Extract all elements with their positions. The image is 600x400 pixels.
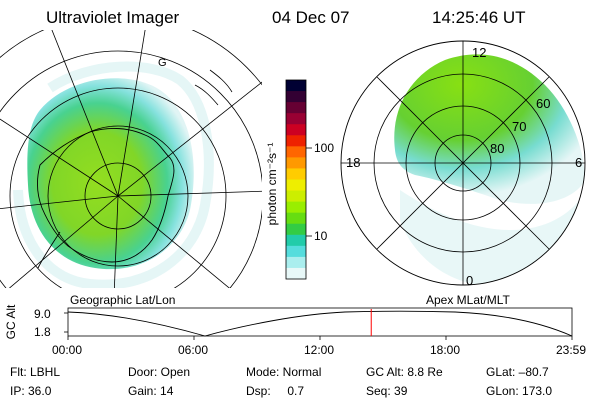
info-gc-alt: GC Alt: 8.8 Re: [366, 365, 443, 379]
mlt-label-0: 0: [466, 273, 474, 288]
altitude-axis-label: GC Alt: [4, 304, 18, 340]
colorbar-segment: [286, 124, 306, 136]
colorbar-unit-label: photon cm⁻²s⁻¹: [265, 142, 279, 226]
colorbar: [285, 79, 312, 280]
colorbar-tick-label-10: 10: [314, 229, 328, 243]
colorbar-segment: [286, 212, 306, 225]
info-door: Door: Open: [128, 365, 191, 379]
instrument-title: Ultraviolet Imager: [46, 8, 180, 27]
colorbar-segment: [286, 168, 306, 180]
colorbar-segment: [286, 267, 306, 280]
aurora-emission-left: [27, 78, 194, 270]
colorbar-segment: [286, 102, 306, 114]
magnetic-image-panel: [340, 40, 586, 286]
colorbar-segment: [286, 190, 306, 203]
info-ip: IP: 36.0: [10, 384, 52, 398]
info-dsp: Dsp: 0.7: [246, 384, 305, 398]
colorbar-gradient: [286, 80, 306, 280]
time-tick-0600: 06:00: [178, 343, 209, 357]
coastline-peninsula: [37, 231, 61, 269]
aurora-halo-left: [13, 61, 214, 288]
altitude-tick-high: 9.0: [34, 307, 51, 321]
colorbar-tick-label-100: 100: [314, 141, 335, 155]
altitude-tick-low: 1.8: [34, 325, 51, 339]
info-mode: Mode: Normal: [246, 365, 322, 379]
colorbar-segment: [286, 113, 306, 125]
info-gain: Gain: 14: [128, 384, 174, 398]
geographic-caption: Geographic Lat/Lon: [70, 293, 176, 307]
mlat-label-70: 70: [512, 119, 527, 134]
map-mark: G: [158, 57, 167, 69]
mlat-label-60: 60: [536, 96, 551, 111]
altitude-plot: [64, 307, 573, 340]
colorbar-segment: [286, 245, 306, 258]
time-tick-2359: 23:59: [556, 343, 587, 357]
colorbar-segment: [286, 157, 306, 169]
coastline-islands: [194, 69, 233, 106]
colorbar-segment: [286, 91, 306, 103]
colorbar-segment: [286, 135, 306, 147]
mlt-label-6: 6: [575, 155, 583, 170]
colorbar-segment: [286, 234, 306, 247]
colorbar-segment: [286, 256, 306, 269]
aurora-emission-right: [394, 54, 585, 204]
mlat-label-80: 80: [490, 141, 505, 156]
info-filter: Flt: LBHL: [10, 365, 61, 379]
colorbar-segment: [286, 146, 306, 158]
mlt-label-18: 18: [346, 155, 361, 170]
colorbar-segment: [286, 80, 306, 92]
colorbar-segment: [286, 179, 306, 192]
colorbar-segment: [286, 223, 306, 236]
time-tick-1800: 18:00: [430, 343, 461, 357]
time-tick-0000: 00:00: [52, 343, 83, 357]
date-label: 04 Dec 07: [272, 8, 350, 27]
info-glon: GLon: 173.0: [486, 384, 553, 398]
info-seq: Seq: 39: [366, 384, 408, 398]
altitude-curve: [67, 310, 573, 337]
geographic-image-panel: [0, 30, 262, 288]
coastline: [37, 128, 175, 263]
mlt-label-12: 12: [472, 45, 487, 60]
info-glat: GLat: –80.7: [486, 365, 549, 379]
time-tick-1200: 12:00: [304, 343, 335, 357]
colorbar-segment: [286, 201, 306, 214]
time-label: 14:25:46 UT: [432, 8, 526, 27]
magnetic-caption: Apex MLat/MLT: [426, 293, 510, 307]
